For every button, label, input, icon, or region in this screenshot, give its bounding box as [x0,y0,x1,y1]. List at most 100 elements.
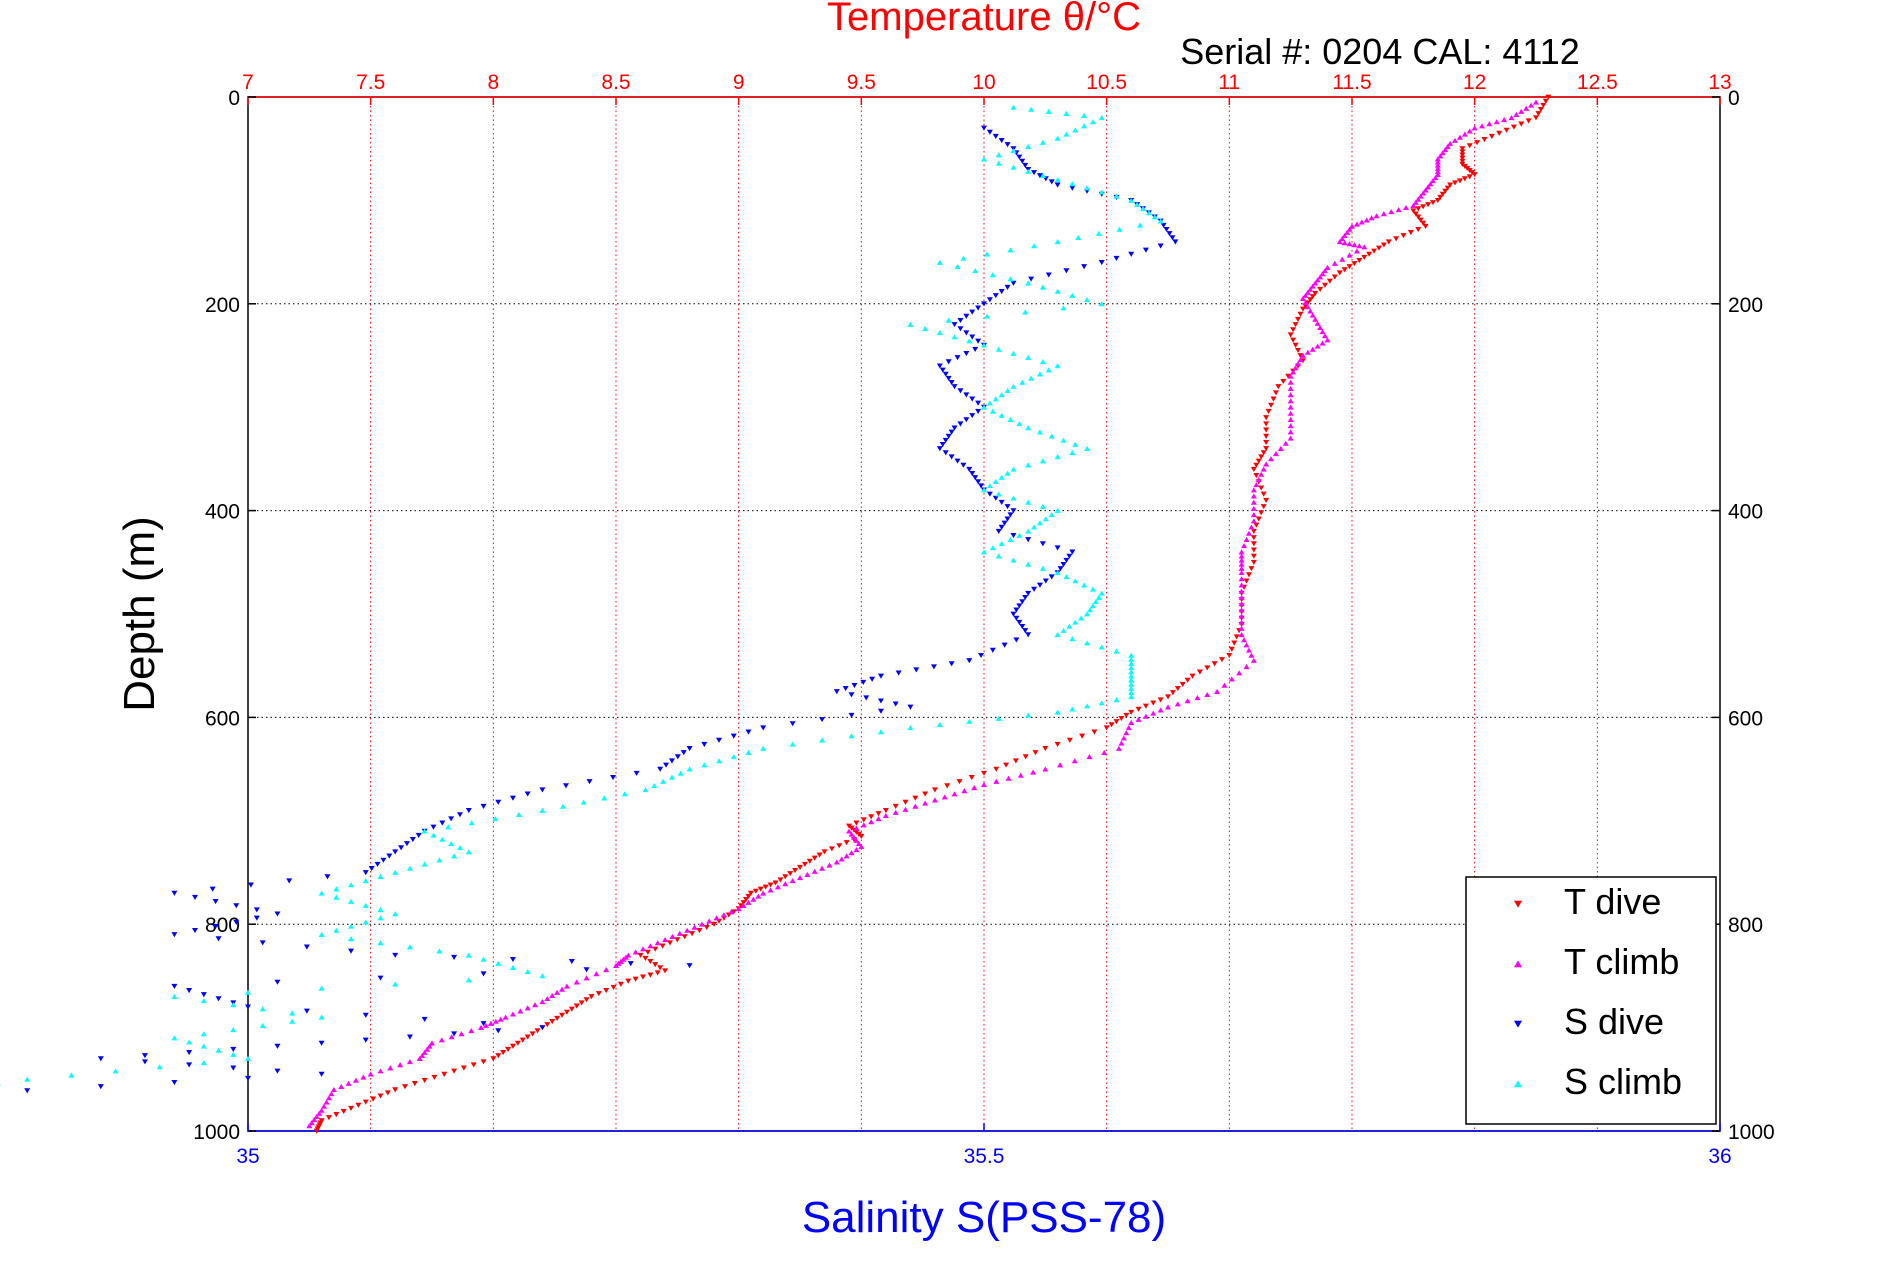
data-point-s-climb [1084,296,1091,303]
data-point-t-climb [1388,209,1395,215]
data-point-t-dive [1263,439,1270,446]
data-point-s-climb [1007,416,1014,423]
data-point-s-climb [1039,359,1046,365]
data-point-s-climb [1072,619,1079,625]
data-point-t-climb [1250,512,1257,518]
data-point-t-climb [647,943,654,949]
legend-marker [1514,900,1522,908]
temperature-tick-label: 13 [1708,71,1731,94]
data-point-s-climb [200,1031,207,1037]
data-point-t-climb [345,1080,352,1086]
data-point-t-climb [912,803,919,809]
data-point-s-climb [1036,520,1043,526]
data-point-t-climb [1017,772,1024,778]
data-point-s-dive [324,874,331,880]
data-point-t-dive [1385,239,1392,245]
data-point-s-dive [1019,624,1026,630]
data-point-t-climb [797,874,803,881]
data-point-s-dive [539,787,546,793]
data-point-s-dive [951,384,958,390]
data-point-t-dive [858,833,865,840]
data-point-t-dive [1150,700,1157,706]
data-point-s-climb [392,869,399,875]
data-point-s-climb [730,753,737,760]
data-point-t-dive [882,808,889,814]
data-series [0,94,1552,1134]
data-point-s-dive [1022,162,1029,168]
data-point-s-dive [451,954,458,960]
data-point-s-climb [951,334,958,340]
data-point-s-climb [392,981,399,987]
data-point-t-climb [1295,361,1302,367]
data-point-s-climb [789,741,796,747]
data-point-t-climb [735,905,742,912]
data-point-s-climb [1128,681,1135,687]
data-point-t-climb [1250,518,1257,524]
data-point-s-dive [954,355,961,361]
data-point-s-dive [701,741,708,747]
data-point-s-dive [913,667,920,673]
data-point-s-dive [141,1053,148,1059]
data-point-t-climb [468,1028,475,1034]
data-point-t-climb [1344,229,1351,235]
data-point-s-dive [348,948,355,954]
data-point-s-climb [259,1006,266,1012]
depth-tick-label-left: 600 [205,707,240,730]
data-point-s-climb [1054,363,1061,369]
data-point-s-climb [1004,470,1011,476]
data-point-s-climb [509,964,516,971]
data-point-t-dive [777,877,784,883]
data-point-t-climb [1429,178,1436,184]
data-point-s-climb [1128,665,1135,671]
data-point-t-climb [1238,600,1245,607]
data-point-t-dive [1275,384,1282,390]
data-point-s-dive [1025,590,1032,597]
data-point-s-climb [448,840,455,846]
data-point-s-dive [439,820,446,826]
data-point-t-dive [1420,220,1427,226]
data-point-s-climb [318,931,325,937]
data-point-t-climb [1452,137,1459,143]
data-point-t-dive [1542,98,1549,104]
data-point-t-climb [1518,108,1525,114]
data-point-t-dive [1510,124,1517,130]
data-point-s-climb [907,321,914,327]
data-point-t-dive [740,900,747,906]
data-point-s-dive [1025,632,1032,638]
data-point-s-dive [992,495,999,501]
data-point-t-climb [767,887,774,893]
data-point-s-dive [674,754,681,760]
data-point-s-climb [1095,230,1102,236]
data-point-t-dive [568,1006,575,1012]
data-point-s-climb [1045,108,1052,114]
data-point-s-dive [318,1071,325,1077]
data-point-t-dive [1420,204,1427,210]
data-point-s-climb [333,927,340,933]
data-point-t-climb [838,856,845,862]
data-point-s-dive [1016,154,1023,160]
data-point-t-climb [397,1062,404,1068]
data-point-s-climb [1098,590,1105,596]
data-point-s-dive [627,961,634,967]
data-point-t-climb [1287,404,1294,410]
data-point-s-climb [362,878,369,884]
data-point-t-dive [1422,223,1429,229]
data-point-t-dive [505,1046,512,1053]
data-point-t-climb [316,1110,323,1116]
data-point-t-climb [1373,213,1380,219]
data-point-t-climb [1253,482,1260,488]
data-point-t-dive [1346,264,1353,270]
data-point-s-dive [1013,615,1020,621]
data-point-s-dive [819,717,826,723]
data-point-t-climb [1353,221,1360,227]
data-point-t-climb [1287,373,1294,379]
data-point-t-dive [1393,236,1400,242]
data-point-s-dive [863,695,870,701]
data-point-t-dive [797,864,803,871]
data-point-t-climb [1174,701,1181,707]
data-point-t-climb [318,1107,325,1113]
data-point-s-dive [1066,553,1073,559]
data-point-t-dive [1250,466,1257,472]
data-point-t-climb [1437,153,1444,159]
data-point-s-dive [851,682,858,689]
